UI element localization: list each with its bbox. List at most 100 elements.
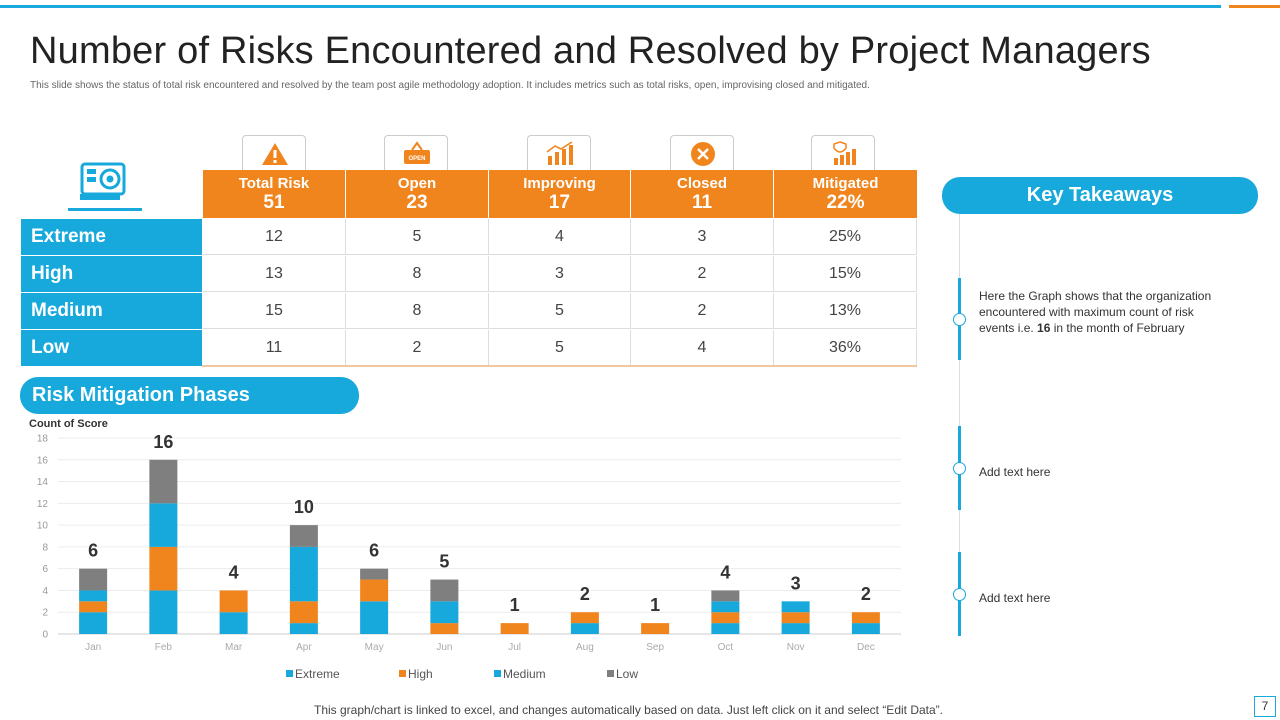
bar-segment-high bbox=[79, 601, 108, 613]
bar-segment-low bbox=[149, 459, 178, 504]
y-tick-label: 18 bbox=[37, 434, 49, 445]
bar-segment-extreme bbox=[289, 623, 318, 634]
x-tick-label: Sep bbox=[646, 642, 664, 653]
legend-swatch bbox=[286, 670, 293, 677]
bar-total-label: 4 bbox=[229, 562, 239, 582]
table-cell: 5 bbox=[489, 293, 631, 329]
x-tick-label: Apr bbox=[296, 642, 312, 653]
timeline-dot bbox=[953, 313, 966, 326]
bar-segment-medium bbox=[289, 546, 318, 602]
col-mitigated: Mitigated 22% bbox=[774, 170, 917, 218]
y-tick-label: 8 bbox=[42, 542, 48, 553]
bar-total-label: 4 bbox=[720, 562, 730, 582]
svg-text:OPEN: OPEN bbox=[408, 156, 425, 162]
bar-segment-high bbox=[851, 612, 880, 624]
col-label: Open bbox=[397, 175, 437, 192]
legend-label: Low bbox=[616, 667, 638, 681]
table-cell: 13% bbox=[774, 293, 917, 329]
col-value: 51 bbox=[263, 192, 285, 213]
bar-segment-medium bbox=[781, 601, 810, 613]
table-cell: 15% bbox=[774, 256, 917, 292]
bar-total-label: 6 bbox=[369, 541, 379, 561]
growth-chart-icon bbox=[527, 135, 591, 171]
bar-segment-extreme bbox=[781, 623, 810, 634]
col-open: Open 23 bbox=[346, 170, 489, 218]
y-tick-label: 12 bbox=[37, 499, 49, 510]
table-cell: 3 bbox=[489, 256, 631, 292]
table-cell: 36% bbox=[774, 330, 917, 366]
bar-total-label: 2 bbox=[580, 584, 590, 604]
bar-segment-high bbox=[711, 612, 740, 624]
x-tick-label: Jul bbox=[508, 642, 521, 653]
y-tick-label: 2 bbox=[42, 608, 48, 619]
bar-segment-low bbox=[289, 525, 318, 547]
row-label-medium: Medium bbox=[21, 293, 202, 329]
bar-total-label: 1 bbox=[510, 595, 520, 615]
bar-segment-extreme bbox=[851, 623, 880, 634]
key-takeaways-heading: Key Takeaways bbox=[942, 177, 1258, 214]
table-cell: 25% bbox=[774, 219, 917, 255]
bar-segment-high bbox=[149, 546, 178, 591]
x-tick-label: Nov bbox=[787, 642, 805, 653]
risk-mitigation-chart: Count of Score0246810121416186Jan16Feb4M… bbox=[29, 418, 901, 681]
footer-note: This graph/chart is linked to excel, and… bbox=[314, 703, 943, 717]
bar-segment-medium bbox=[430, 601, 459, 624]
y-tick-label: 4 bbox=[42, 586, 48, 597]
bar-segment-extreme bbox=[149, 590, 178, 634]
phases-heading: Risk Mitigation Phases bbox=[20, 377, 359, 414]
table-cell: 13 bbox=[203, 256, 346, 292]
table-cell: 11 bbox=[203, 330, 346, 366]
col-value: 22% bbox=[826, 192, 865, 213]
takeaway-1-highlight: 16 bbox=[1037, 321, 1051, 335]
table-cell: 4 bbox=[631, 330, 774, 366]
bar-segment-extreme bbox=[79, 612, 108, 634]
bar-segment-high bbox=[641, 623, 670, 634]
col-value: 23 bbox=[406, 192, 428, 213]
col-label: Mitigated bbox=[812, 175, 879, 192]
y-tick-label: 16 bbox=[37, 455, 49, 466]
x-tick-label: Feb bbox=[155, 642, 173, 653]
row-label-low: Low bbox=[21, 330, 202, 366]
timeline-dot bbox=[953, 462, 966, 475]
y-tick-label: 6 bbox=[42, 564, 48, 575]
table-cell: 5 bbox=[489, 330, 631, 366]
table-cell: 2 bbox=[631, 293, 774, 329]
y-axis-title: Count of Score bbox=[29, 418, 108, 430]
col-total-risk: Total Risk 51 bbox=[203, 170, 346, 218]
x-tick-label: Dec bbox=[857, 642, 875, 653]
takeaway-2[interactable]: Add text here bbox=[979, 465, 1051, 479]
open-sign-icon: OPEN bbox=[384, 135, 448, 171]
bar-segment-low bbox=[711, 590, 740, 602]
table-bottom-rule bbox=[202, 365, 917, 367]
col-label: Improving bbox=[523, 175, 596, 192]
x-tick-label: May bbox=[365, 642, 384, 653]
warning-icon bbox=[242, 135, 306, 171]
row-label-high: High bbox=[21, 256, 202, 292]
x-tick-label: Aug bbox=[576, 642, 594, 653]
bar-total-label: 3 bbox=[791, 573, 801, 593]
takeaway-1-text-end: in the month of February bbox=[1050, 321, 1185, 335]
risk-device-icon bbox=[68, 158, 142, 214]
bar-segment-medium bbox=[79, 590, 108, 602]
bar-total-label: 6 bbox=[88, 541, 98, 561]
legend-swatch bbox=[607, 670, 614, 677]
close-circle-icon bbox=[670, 135, 734, 171]
bar-segment-high bbox=[360, 579, 389, 602]
y-tick-label: 14 bbox=[37, 477, 49, 488]
takeaway-3[interactable]: Add text here bbox=[979, 591, 1051, 605]
bar-segment-low bbox=[79, 568, 108, 591]
x-tick-label: Mar bbox=[225, 642, 243, 653]
bar-segment-high bbox=[570, 612, 599, 624]
bar-segment-low bbox=[430, 579, 459, 602]
top-accent-bar-orange bbox=[1229, 5, 1280, 8]
bar-total-label: 2 bbox=[861, 584, 871, 604]
slide-subtitle: This slide shows the status of total ris… bbox=[30, 80, 870, 91]
table-cell: 8 bbox=[346, 256, 489, 292]
bar-total-label: 1 bbox=[650, 595, 660, 615]
takeaway-1: Here the Graph shows that the organizati… bbox=[979, 288, 1224, 336]
bar-segment-extreme bbox=[570, 623, 599, 634]
x-tick-label: Jan bbox=[85, 642, 101, 653]
legend-swatch bbox=[494, 670, 501, 677]
bar-total-label: 10 bbox=[294, 497, 314, 517]
table-cell: 2 bbox=[346, 330, 489, 366]
